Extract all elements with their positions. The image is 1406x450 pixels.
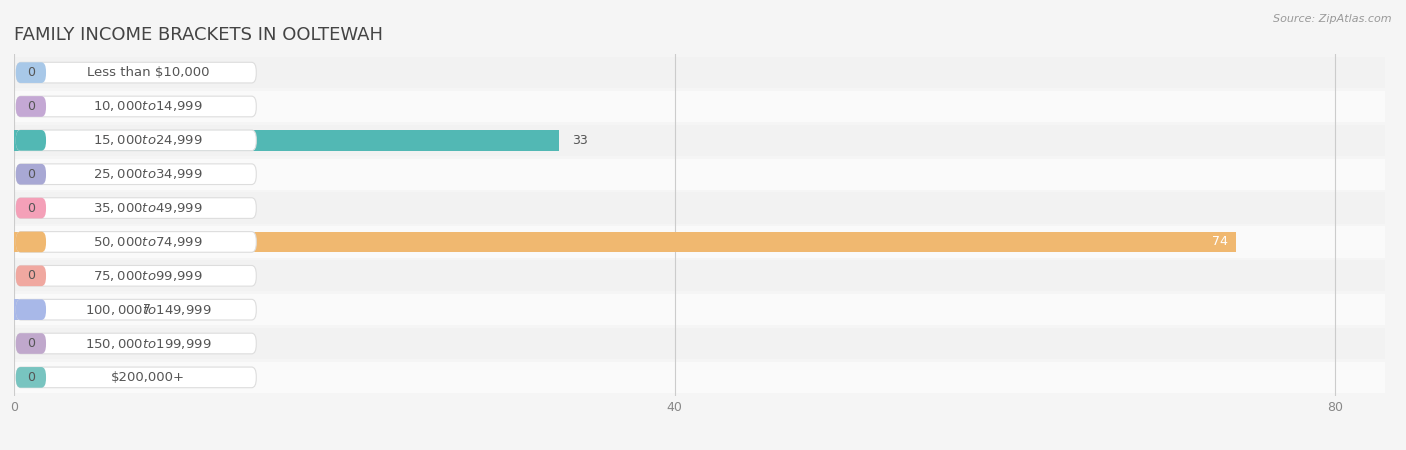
FancyBboxPatch shape (17, 299, 256, 320)
Text: FAMILY INCOME BRACKETS IN OOLTEWAH: FAMILY INCOME BRACKETS IN OOLTEWAH (14, 26, 382, 44)
Bar (14, 232, 1236, 252)
Bar (14, 57, 1385, 88)
Bar (14, 294, 1385, 325)
Text: 0: 0 (27, 66, 35, 79)
Text: 0: 0 (27, 337, 35, 350)
Text: 74: 74 (1212, 235, 1227, 248)
Text: $100,000 to $149,999: $100,000 to $149,999 (84, 303, 211, 317)
Bar (14, 193, 1385, 224)
Text: 0: 0 (27, 100, 35, 113)
Text: 0: 0 (27, 269, 35, 282)
Bar (14, 91, 1385, 122)
FancyBboxPatch shape (15, 299, 46, 320)
Bar (14, 130, 560, 150)
Bar (14, 125, 1385, 156)
FancyBboxPatch shape (15, 266, 46, 286)
Bar (14, 328, 1385, 359)
Bar (14, 260, 1385, 291)
Text: 33: 33 (572, 134, 588, 147)
FancyBboxPatch shape (17, 232, 256, 252)
FancyBboxPatch shape (17, 96, 256, 117)
Text: $200,000+: $200,000+ (111, 371, 184, 384)
FancyBboxPatch shape (17, 333, 256, 354)
FancyBboxPatch shape (15, 164, 46, 184)
Text: Source: ZipAtlas.com: Source: ZipAtlas.com (1274, 14, 1392, 23)
FancyBboxPatch shape (15, 333, 46, 354)
Text: 7: 7 (143, 303, 150, 316)
Bar (14, 159, 1385, 190)
Text: $15,000 to $24,999: $15,000 to $24,999 (93, 133, 202, 147)
FancyBboxPatch shape (15, 232, 46, 252)
Text: $35,000 to $49,999: $35,000 to $49,999 (93, 201, 202, 215)
Text: $150,000 to $199,999: $150,000 to $199,999 (84, 337, 211, 351)
FancyBboxPatch shape (17, 130, 256, 151)
Text: $75,000 to $99,999: $75,000 to $99,999 (93, 269, 202, 283)
Text: $50,000 to $74,999: $50,000 to $74,999 (93, 235, 202, 249)
Text: Less than $10,000: Less than $10,000 (87, 66, 209, 79)
Bar (14, 226, 1385, 257)
FancyBboxPatch shape (15, 130, 46, 151)
Text: 0: 0 (27, 371, 35, 384)
Text: $25,000 to $34,999: $25,000 to $34,999 (93, 167, 202, 181)
FancyBboxPatch shape (17, 367, 256, 388)
Bar (14, 362, 1385, 393)
Text: 0: 0 (27, 168, 35, 181)
Text: $10,000 to $14,999: $10,000 to $14,999 (93, 99, 202, 113)
FancyBboxPatch shape (17, 164, 256, 184)
FancyBboxPatch shape (15, 62, 46, 83)
FancyBboxPatch shape (17, 266, 256, 286)
FancyBboxPatch shape (17, 62, 256, 83)
Text: 0: 0 (27, 202, 35, 215)
Bar (14, 300, 129, 320)
FancyBboxPatch shape (15, 96, 46, 117)
FancyBboxPatch shape (15, 198, 46, 218)
FancyBboxPatch shape (17, 198, 256, 218)
FancyBboxPatch shape (15, 367, 46, 388)
